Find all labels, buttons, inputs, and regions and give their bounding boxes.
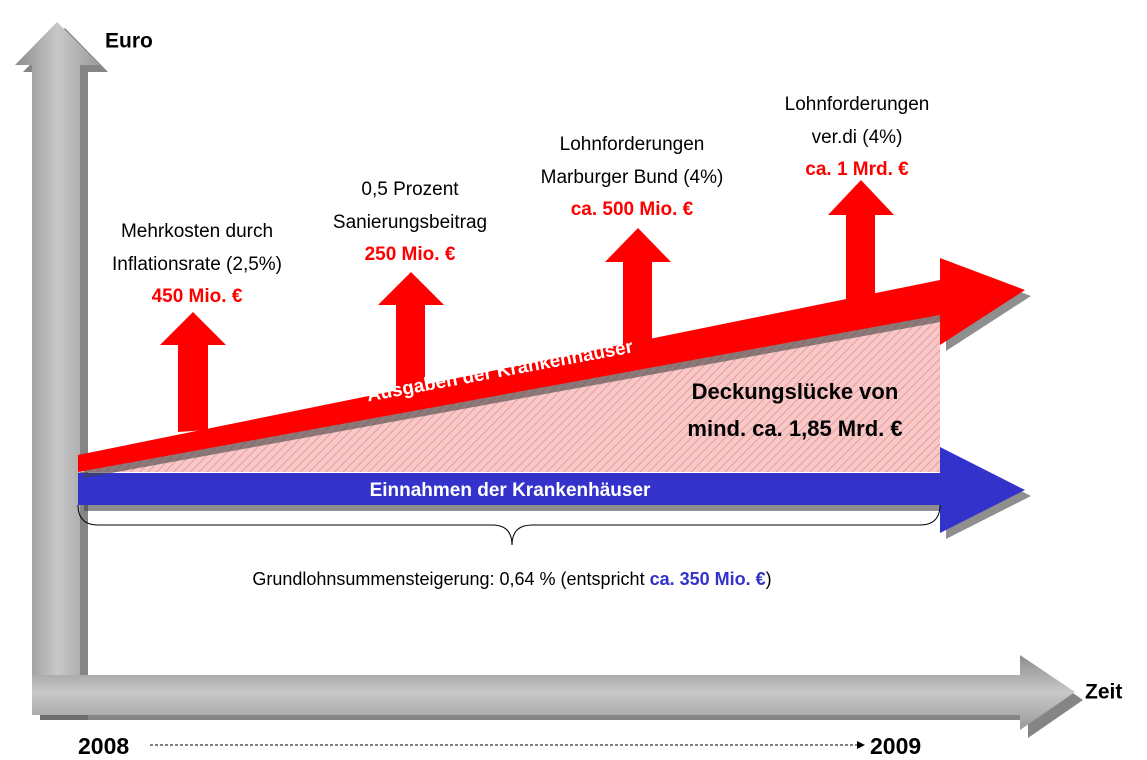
expenses-arrow: [78, 258, 1031, 478]
factor-text: Marburger Bund (4%): [541, 167, 724, 188]
factor-arrows: [160, 180, 894, 432]
factor-amount: 450 Mio. €: [152, 286, 243, 307]
factor-amount: ca. 500 Mio. €: [571, 199, 694, 220]
factor-text: Mehrkosten durch: [121, 221, 273, 242]
y-axis-label: Euro: [105, 30, 153, 53]
brace-suffix: ): [766, 569, 772, 589]
income-arrow: [78, 447, 1031, 539]
start-year: 2008: [78, 733, 129, 759]
brace: [77, 504, 941, 546]
factor-text: Inflationsrate (2,5%): [112, 254, 282, 275]
factor-text: 0,5 Prozent: [361, 179, 459, 200]
income-label: Einnahmen der Krankenhäuser: [370, 480, 651, 501]
factor-amount: ca. 1 Mrd. €: [805, 159, 909, 180]
factor-text: Lohnforderungen: [785, 94, 930, 115]
axes: [15, 22, 1083, 738]
x-axis-label: Zeit: [1085, 681, 1122, 704]
gap-text: Deckungslücke von: [692, 379, 899, 404]
brace-highlight: ca. 350 Mio. €: [650, 569, 766, 589]
factor-text: Sanierungsbeitrag: [333, 212, 487, 233]
factor-text: ver.di (4%): [812, 127, 903, 148]
factor-text: Lohnforderungen: [560, 134, 705, 155]
factor-amount: 250 Mio. €: [365, 244, 456, 265]
end-year: 2009: [870, 733, 921, 759]
brace-text: Grundlohnsummensteigerung: 0,64 % (entsp…: [252, 569, 771, 589]
brace-prefix: Grundlohnsummensteigerung: 0,64 % (entsp…: [252, 569, 649, 589]
gap-text: mind. ca. 1,85 Mrd. €: [687, 416, 902, 441]
